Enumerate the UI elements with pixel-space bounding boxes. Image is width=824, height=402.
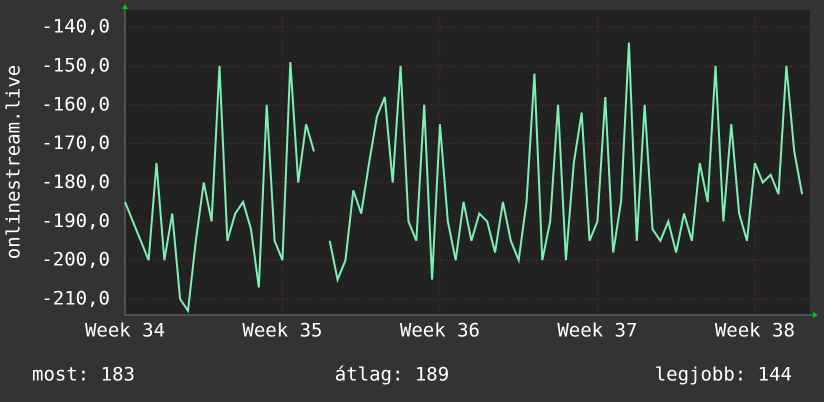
- y-tick-label: -180,0: [41, 171, 110, 193]
- y-tick-label: -210,0: [41, 288, 110, 310]
- x-tick-label: Week 35: [242, 320, 322, 342]
- x-tick-label: Week 34: [85, 320, 165, 342]
- y-tick-label: -170,0: [41, 132, 110, 154]
- plot-area: [125, 10, 810, 315]
- y-tick-label: -190,0: [41, 210, 110, 232]
- footer-best: legjobb: 144: [655, 364, 792, 386]
- y-tick-label: -200,0: [41, 249, 110, 271]
- data-line: [124, 42, 804, 314]
- x-tick-label: Week 37: [557, 320, 637, 342]
- y-tick-label: -150,0: [41, 54, 110, 76]
- y-tick-label: -160,0: [41, 93, 110, 115]
- x-tick-label: Week 36: [400, 320, 480, 342]
- x-tick-label: Week 38: [715, 320, 795, 342]
- axis-arrow: [122, 4, 128, 9]
- footer-average: átlag: 189: [335, 364, 449, 386]
- y-tick-label: -140,0: [41, 16, 110, 38]
- y-axis-label: onlinestream.live: [3, 65, 25, 259]
- axis-arrow: [813, 312, 818, 318]
- footer-current: most: 183: [32, 364, 135, 386]
